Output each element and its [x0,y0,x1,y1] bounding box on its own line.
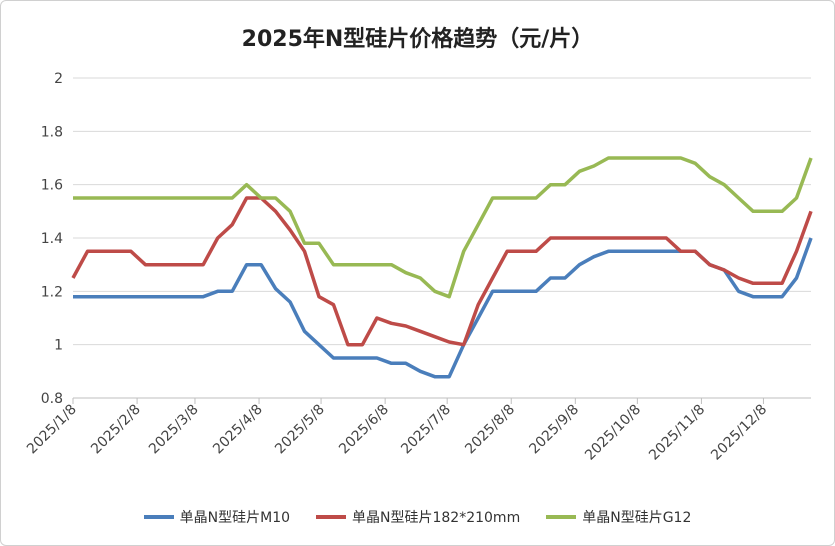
legend-item: 单晶N型硅片M10 [143,507,291,527]
series-line-2 [73,156,813,299]
legend-item: 单晶N型硅片G12 [546,507,691,527]
y-tick-label: 1 [54,338,63,354]
x-tick-label: 2025/10/8 [582,402,644,464]
y-tick-label: 2 [54,71,63,87]
x-tick-label: 2025/5/8 [272,402,328,458]
series-line-1 [71,196,813,347]
y-tick-label: 1.2 [41,284,63,300]
x-tick-label: 2025/9/8 [526,402,582,458]
x-tick-label: 2025/7/8 [398,402,454,458]
x-tick-label: 2025/2/8 [88,402,144,458]
legend-label: 单晶N型硅片182*210mm [352,510,521,526]
x-tick-label: 2025/12/8 [708,402,770,464]
x-tick-label: 2025/8/8 [462,402,518,458]
y-tick-label: 1.4 [41,231,63,247]
chart-title: 2025年N型硅片价格趋势（元/片） [241,27,594,52]
legend-swatch [316,515,347,519]
y-tick-label: 1.8 [41,124,63,140]
x-tick-label: 2025/11/8 [646,402,708,464]
x-tick-label: 2025/1/8 [24,402,80,458]
legend-swatch [546,515,577,519]
x-tick-label: 2025/3/8 [146,402,202,458]
legend: 单晶N型硅片M10 单晶N型硅片182*210mm 单晶N型硅片G12 [1,507,834,527]
y-tick-label: 0.8 [41,391,63,407]
legend-swatch [143,515,174,519]
legend-label: 单晶N型硅片M10 [179,510,291,526]
x-tick-label: 2025/4/8 [210,402,266,458]
y-tick-label: 1.6 [41,178,63,194]
series-line-0 [73,237,813,379]
legend-label: 单晶N型硅片G12 [582,510,692,526]
legend-item: 单晶N型硅片182*210mm [316,507,520,527]
x-tick-label: 2025/6/8 [336,402,392,458]
